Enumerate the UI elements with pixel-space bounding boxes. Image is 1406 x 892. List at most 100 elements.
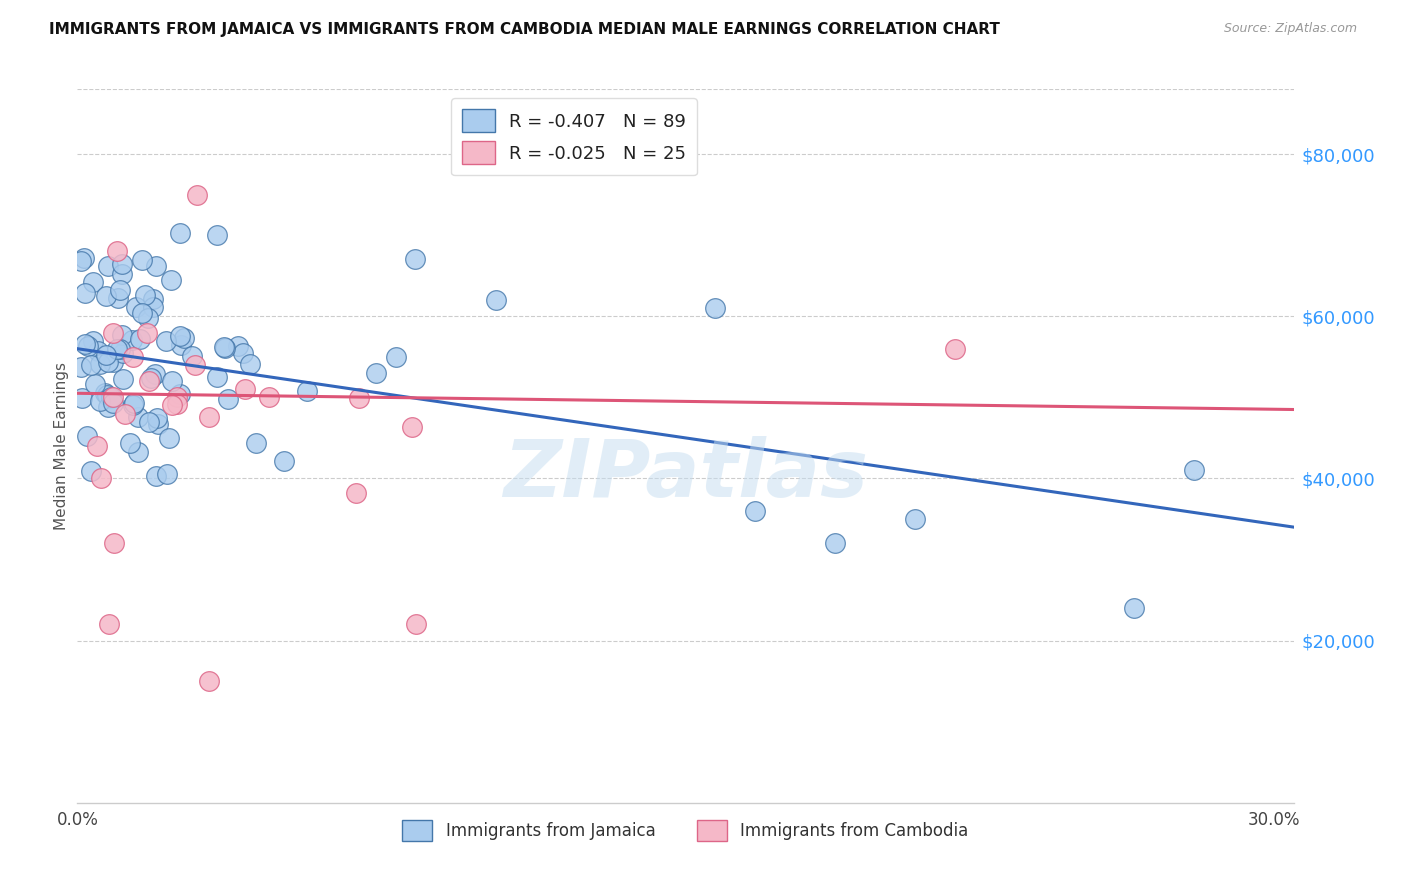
Point <box>86 439 108 453</box>
Point <box>385 350 408 364</box>
Point <box>82 334 104 348</box>
Point <box>129 332 152 346</box>
Point <box>142 300 165 314</box>
Point <box>214 340 236 354</box>
Text: Source: ZipAtlas.com: Source: ZipAtlas.com <box>1223 22 1357 36</box>
Point <box>105 244 128 259</box>
Point <box>1182 463 1205 477</box>
Point <box>83 376 105 391</box>
Point <box>156 467 179 481</box>
Point <box>110 283 132 297</box>
Point <box>349 391 371 405</box>
Point <box>226 339 249 353</box>
Point <box>744 504 766 518</box>
Point <box>205 370 228 384</box>
Point <box>145 469 167 483</box>
Point <box>366 366 388 380</box>
Point <box>118 435 141 450</box>
Point <box>404 252 426 266</box>
Point <box>131 252 153 267</box>
Point <box>297 384 319 398</box>
Point <box>96 387 118 401</box>
Point <box>103 326 125 340</box>
Point <box>105 342 128 356</box>
Point <box>101 355 124 369</box>
Point <box>87 344 110 359</box>
Point <box>108 342 131 356</box>
Point <box>485 293 508 307</box>
Point <box>170 338 193 352</box>
Point <box>89 393 111 408</box>
Point <box>181 349 204 363</box>
Point <box>124 396 146 410</box>
Point <box>111 327 134 342</box>
Point <box>97 354 120 368</box>
Point <box>245 436 267 450</box>
Point <box>344 486 367 500</box>
Point <box>146 410 169 425</box>
Point <box>205 228 228 243</box>
Point <box>121 333 143 347</box>
Point <box>76 429 98 443</box>
Point <box>70 392 93 406</box>
Point <box>127 444 149 458</box>
Point <box>198 674 221 689</box>
Point <box>82 275 104 289</box>
Point <box>125 300 148 314</box>
Point <box>704 301 727 315</box>
Point <box>96 348 118 362</box>
Point <box>131 306 153 320</box>
Point <box>111 267 134 281</box>
Point <box>257 390 280 404</box>
Point <box>100 391 122 405</box>
Point <box>143 368 166 382</box>
Point <box>904 512 927 526</box>
Point <box>142 292 165 306</box>
Point <box>169 329 191 343</box>
Point <box>73 286 96 301</box>
Point <box>405 617 427 632</box>
Point <box>169 226 191 240</box>
Point <box>73 251 96 265</box>
Point <box>169 386 191 401</box>
Point <box>138 415 160 429</box>
Point <box>173 331 195 345</box>
Point <box>239 357 262 371</box>
Point <box>70 253 93 268</box>
Point <box>89 357 111 371</box>
Point <box>273 454 295 468</box>
Point <box>111 345 134 359</box>
Point <box>217 392 239 406</box>
Point <box>160 273 183 287</box>
Point <box>824 536 846 550</box>
Point <box>139 371 162 385</box>
Point <box>186 187 208 202</box>
Legend: Immigrants from Jamaica, Immigrants from Cambodia: Immigrants from Jamaica, Immigrants from… <box>395 814 976 848</box>
Point <box>157 431 180 445</box>
Point <box>97 259 120 273</box>
Point <box>97 400 120 414</box>
Point <box>401 419 423 434</box>
Point <box>184 359 207 373</box>
Point <box>76 339 98 353</box>
Point <box>214 341 236 355</box>
Point <box>90 471 112 485</box>
Text: IMMIGRANTS FROM JAMAICA VS IMMIGRANTS FROM CAMBODIA MEDIAN MALE EARNINGS CORRELA: IMMIGRANTS FROM JAMAICA VS IMMIGRANTS FR… <box>49 22 1000 37</box>
Point <box>94 386 117 401</box>
Point <box>96 289 118 303</box>
Point <box>103 390 125 404</box>
Point <box>110 257 132 271</box>
Point <box>943 342 966 356</box>
Point <box>166 397 188 411</box>
Point <box>1123 601 1146 615</box>
Point <box>134 288 156 302</box>
Point <box>136 311 159 326</box>
Text: ZIPatlas: ZIPatlas <box>503 435 868 514</box>
Point <box>112 372 135 386</box>
Point <box>114 407 136 421</box>
Point <box>166 390 188 404</box>
Point <box>135 326 157 340</box>
Point <box>233 382 256 396</box>
Point <box>155 334 177 348</box>
Point <box>197 409 219 424</box>
